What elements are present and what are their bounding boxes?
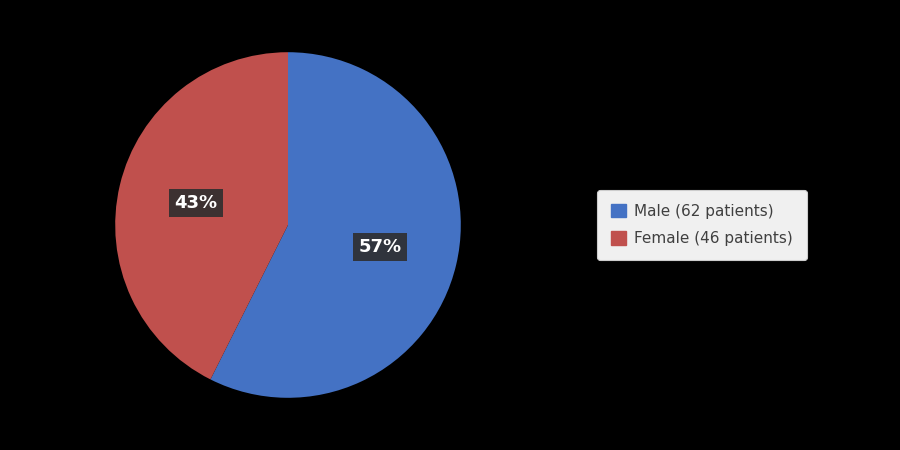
Text: 57%: 57% bbox=[359, 238, 402, 256]
Legend: Male (62 patients), Female (46 patients): Male (62 patients), Female (46 patients) bbox=[598, 190, 806, 260]
Wedge shape bbox=[115, 52, 288, 379]
Wedge shape bbox=[211, 52, 461, 398]
Text: 43%: 43% bbox=[174, 194, 217, 212]
